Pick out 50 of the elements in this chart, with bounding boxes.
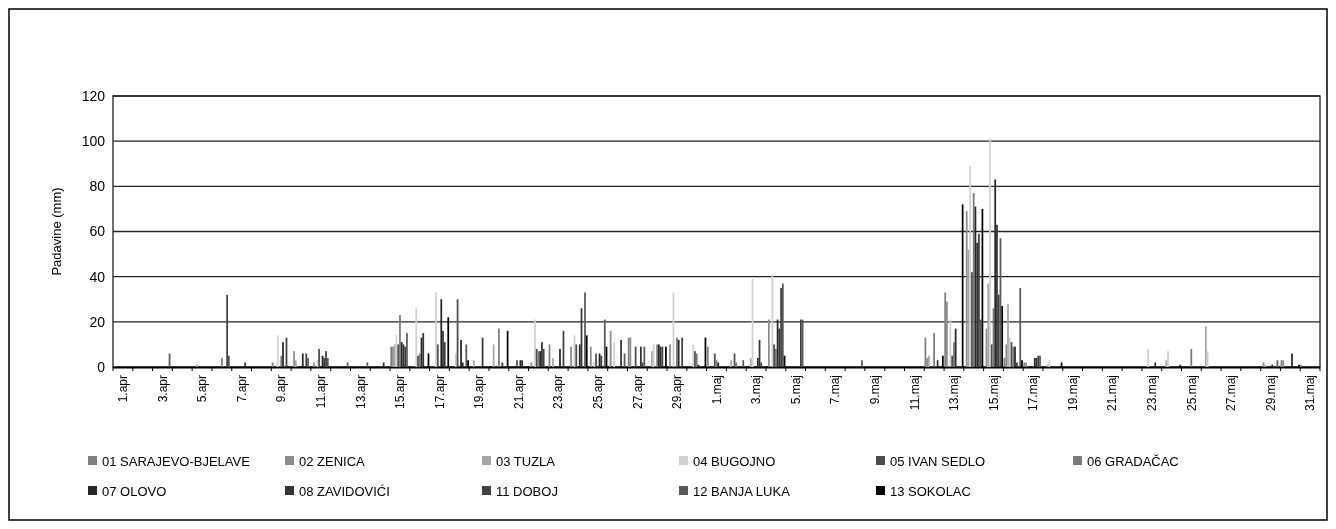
x-tick-label: 21.maj	[1105, 375, 1120, 412]
x-tick-label: 1.apr	[116, 375, 131, 403]
x-tick-label: 11.apr	[314, 375, 329, 409]
legend-label: 02 ZENICA	[299, 453, 366, 469]
x-tick-label: 25.apr	[591, 375, 605, 410]
y-tick-label: 100	[81, 133, 106, 150]
x-tick-label: 5.apr	[195, 375, 210, 403]
legend-label: 01 SARAJEVO-BJELAVE	[102, 453, 251, 469]
x-tick-label: 15.apr	[393, 375, 408, 410]
x-tick-label: 1.maj	[709, 375, 724, 405]
y-tick-label: 60	[89, 223, 106, 240]
x-tick-label: 29.apr	[670, 375, 685, 410]
x-tick-label: 21.apr	[511, 375, 526, 410]
legend-label: 07 OLOVO	[102, 483, 167, 499]
x-tick-label: 31.maj	[1303, 375, 1318, 412]
x-tick-label: 3.maj	[749, 375, 764, 405]
x-tick-label: 13.apr	[353, 375, 368, 410]
x-tick-label: 25.maj	[1184, 375, 1199, 412]
x-tick-label: 29.maj	[1263, 375, 1278, 412]
legend-label: 06 GRADAČAC	[1087, 453, 1179, 469]
x-tick-label: 23.apr	[551, 375, 566, 410]
x-tick-label: 19.maj	[1065, 375, 1080, 412]
x-tick-label: 19.apr	[472, 375, 487, 410]
x-tick-label: 5.maj	[788, 375, 803, 405]
y-tick-label: 120	[81, 87, 106, 104]
x-tick-label: 7.apr	[234, 375, 249, 403]
legend-label: 04 BUGOJNO	[693, 453, 776, 469]
x-tick-label: 13.maj	[947, 375, 962, 412]
x-tick-label: 23.maj	[1144, 375, 1159, 412]
y-axis-title: Padavine (mm)	[49, 187, 64, 276]
x-tick-label: 15.maj	[986, 375, 1001, 412]
y-tick-label: 40	[89, 268, 106, 285]
x-tick-label: 7.maj	[828, 375, 843, 405]
legend-label: 08 ZAVIDOVIĆI	[299, 483, 390, 499]
x-tick-label: 3.apr	[155, 375, 170, 403]
y-tick-label: 0	[97, 358, 106, 375]
y-tick-label: 20	[89, 313, 106, 330]
legend-label: 13 SOKOLAC	[890, 483, 971, 499]
x-tick-label: 9.maj	[867, 375, 882, 405]
x-tick-label: 17.apr	[432, 375, 447, 410]
x-tick-label: 9.apr	[274, 375, 289, 403]
x-tick-label: 11.maj	[907, 375, 922, 411]
y-tick-label: 80	[89, 178, 106, 195]
legend-label: 11 DOBOJ	[496, 483, 558, 499]
x-tick-label: 17.maj	[1026, 375, 1041, 412]
legend-label: 03 TUZLA	[496, 453, 556, 469]
x-tick-label: 27.maj	[1224, 375, 1239, 412]
legend-label: 12 BANJA LUKA	[693, 483, 791, 499]
legend-label: 05 IVAN SEDLO	[890, 453, 986, 469]
x-tick-label: 27.apr	[630, 375, 645, 410]
